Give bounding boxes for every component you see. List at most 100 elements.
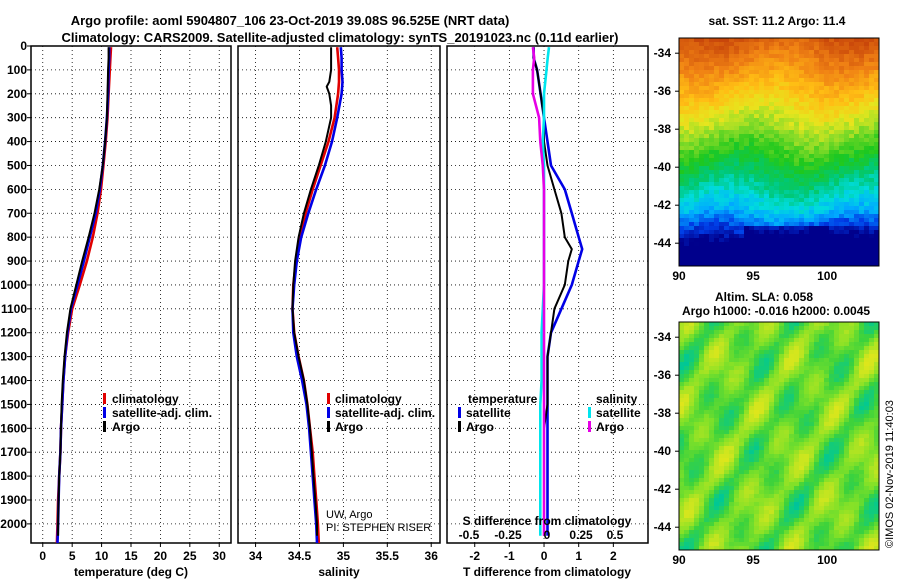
sst-cell — [819, 162, 825, 167]
sst-cell — [834, 238, 840, 243]
sst-cell — [834, 50, 840, 55]
sla-cell — [839, 538, 845, 543]
sst-cell — [684, 150, 690, 155]
sla-cell — [694, 338, 700, 343]
sla-cell — [834, 454, 840, 459]
sst-cell — [679, 162, 685, 167]
sla-cell — [689, 458, 695, 463]
sla-cell — [829, 342, 835, 347]
sst-cell — [759, 122, 765, 127]
sla-cell — [839, 422, 845, 427]
sst-cell — [834, 90, 840, 95]
sla-cell — [694, 486, 700, 491]
sst-cell — [684, 214, 690, 219]
sst-cell — [819, 242, 825, 247]
sst-cell — [714, 82, 720, 87]
sla-cell — [734, 486, 740, 491]
sla-cell — [809, 330, 815, 335]
sst-cell — [764, 230, 770, 235]
sst-cell — [804, 114, 810, 119]
sst-cell — [859, 258, 865, 263]
sst-cell — [794, 106, 800, 111]
sst-cell — [874, 86, 880, 91]
sla-cell — [839, 398, 845, 403]
sla-cell — [754, 322, 760, 327]
sst-cell — [744, 126, 750, 131]
sla-cell — [699, 366, 705, 371]
sst-cell — [799, 214, 805, 219]
sla-cell — [779, 374, 785, 379]
sla-cell — [839, 450, 845, 455]
sla-cell — [754, 510, 760, 515]
sst-cell — [814, 170, 820, 175]
sla-cell — [809, 386, 815, 391]
sla-cell — [729, 418, 735, 423]
sla-cell — [739, 478, 745, 483]
sst-cell — [854, 262, 860, 267]
sst-cell — [724, 38, 730, 43]
sst-cell — [714, 190, 720, 195]
sla-cell — [809, 530, 815, 535]
sla-cell — [874, 526, 880, 531]
sst-cell — [814, 174, 820, 179]
sla-cell — [714, 458, 720, 463]
sst-cell — [779, 246, 785, 251]
sla-cell — [734, 526, 740, 531]
sla-cell — [749, 410, 755, 415]
sst-cell — [859, 234, 865, 239]
sla-cell — [704, 518, 710, 523]
sst-cell — [864, 178, 870, 183]
sst-cell — [749, 154, 755, 159]
sst-cell — [829, 142, 835, 147]
sla-cell — [839, 342, 845, 347]
sla-cell — [789, 474, 795, 479]
sst-cell — [844, 118, 850, 123]
sst-cell — [804, 258, 810, 263]
sla-cell — [689, 442, 695, 447]
sla-cell — [794, 418, 800, 423]
sst-cell — [864, 126, 870, 131]
sla-cell — [849, 538, 855, 543]
sst-cell — [724, 190, 730, 195]
sst-cell — [799, 90, 805, 95]
sla-cell — [679, 326, 685, 331]
sla-cell — [769, 534, 775, 539]
sst-cell — [689, 226, 695, 231]
sla-cell — [824, 474, 830, 479]
sst-cell — [874, 210, 880, 215]
sst-cell — [824, 38, 830, 43]
sst-cell — [814, 110, 820, 115]
sst-cell — [794, 126, 800, 131]
sst-cell — [719, 74, 725, 79]
sla-cell — [829, 382, 835, 387]
sst-cell — [779, 90, 785, 95]
sla-cell — [759, 542, 765, 547]
sla-cell — [824, 350, 830, 355]
sla-cell — [789, 338, 795, 343]
sla-cell — [809, 426, 815, 431]
sst-cell — [799, 238, 805, 243]
sla-cell — [684, 362, 690, 367]
sst-cell — [849, 158, 855, 163]
x-tick-label: 15 — [124, 549, 138, 563]
sst-cell — [724, 218, 730, 223]
sst-cell — [719, 214, 725, 219]
sla-cell — [844, 534, 850, 539]
sst-cell — [809, 234, 815, 239]
sla-cell — [854, 494, 860, 499]
sst-cell — [714, 158, 720, 163]
sst-cell — [859, 98, 865, 103]
sla-cell — [754, 342, 760, 347]
sla-cell — [854, 538, 860, 543]
sst-cell — [709, 166, 715, 171]
sla-cell — [729, 470, 735, 475]
sla-cell — [839, 522, 845, 527]
sst-cell — [714, 50, 720, 55]
sst-cell — [684, 114, 690, 119]
sla-cell — [764, 338, 770, 343]
sla-cell — [744, 534, 750, 539]
sla-cell — [694, 462, 700, 467]
sla-cell — [834, 374, 840, 379]
sla-cell — [744, 418, 750, 423]
sla-cell — [814, 526, 820, 531]
